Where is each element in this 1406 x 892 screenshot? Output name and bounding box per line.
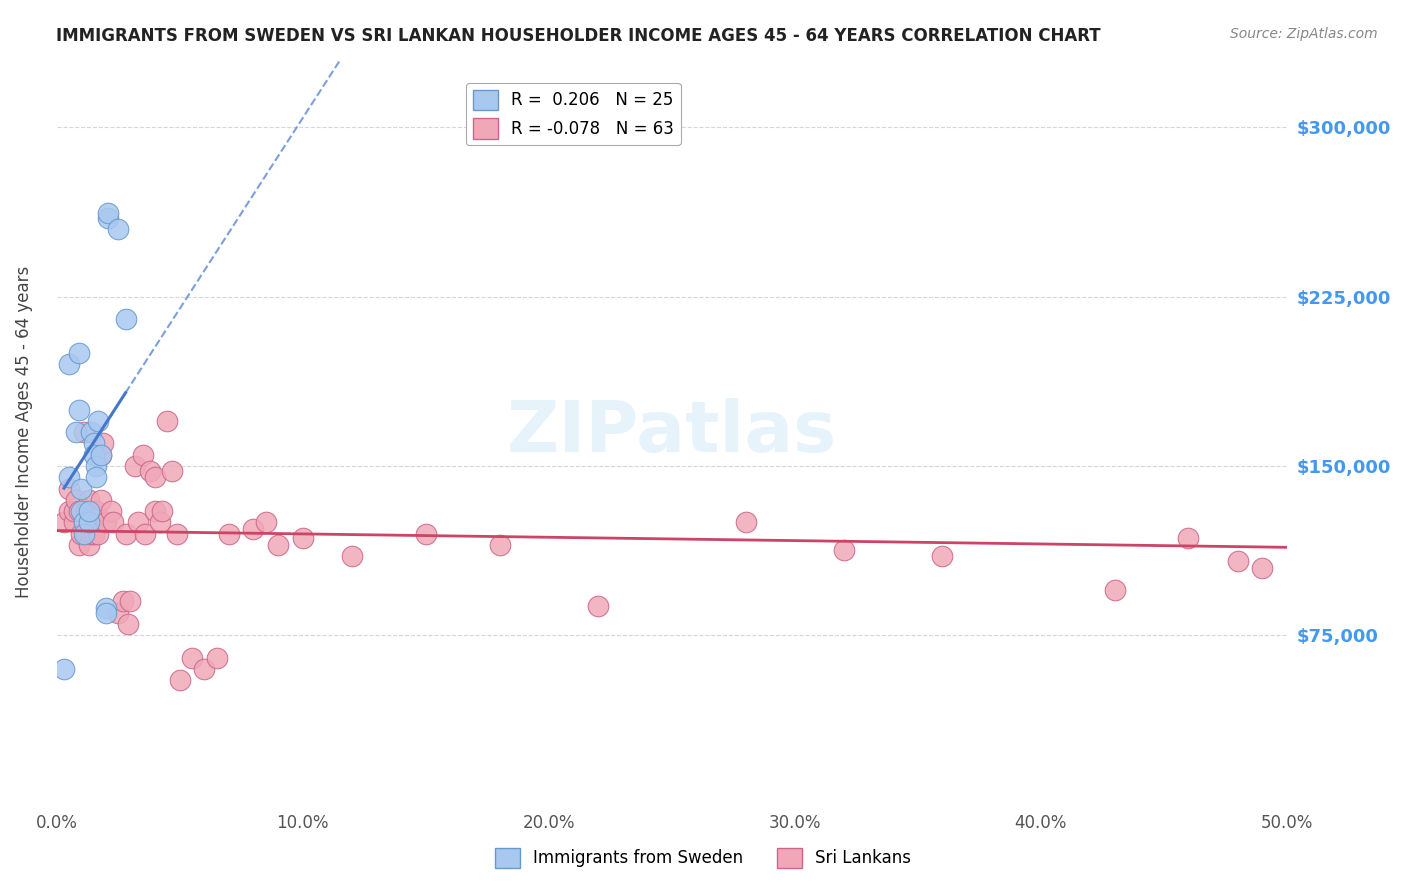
- Point: [488, 538, 510, 552]
- Point: [97, 211, 120, 225]
- Point: [267, 538, 290, 552]
- Point: [63, 504, 86, 518]
- Point: [193, 662, 215, 676]
- Point: [58, 504, 80, 518]
- Point: [70, 482, 93, 496]
- Point: [169, 673, 191, 688]
- Point: [77, 504, 100, 518]
- Point: [80, 425, 103, 439]
- Point: [80, 516, 103, 530]
- Point: [107, 222, 129, 236]
- Point: [166, 526, 188, 541]
- Point: [73, 516, 96, 530]
- Point: [67, 346, 90, 360]
- Point: [832, 542, 855, 557]
- Text: ZIPatlas: ZIPatlas: [506, 398, 837, 467]
- Y-axis label: Householder Income Ages 45 - 64 years: Householder Income Ages 45 - 64 years: [15, 266, 32, 599]
- Point: [53, 662, 76, 676]
- Point: [80, 526, 103, 541]
- Point: [586, 599, 609, 613]
- Point: [84, 504, 107, 518]
- Point: [127, 516, 149, 530]
- Point: [149, 516, 172, 530]
- Point: [139, 463, 162, 477]
- Point: [242, 522, 264, 536]
- Point: [143, 470, 166, 484]
- Point: [181, 651, 204, 665]
- Point: [77, 492, 100, 507]
- Point: [90, 448, 112, 462]
- Point: [87, 414, 110, 428]
- Point: [65, 492, 87, 507]
- Point: [107, 606, 129, 620]
- Point: [73, 425, 96, 439]
- Text: Source: ZipAtlas.com: Source: ZipAtlas.com: [1230, 27, 1378, 41]
- Point: [114, 526, 136, 541]
- Point: [75, 504, 97, 518]
- Point: [97, 206, 120, 220]
- Point: [63, 516, 86, 530]
- Point: [83, 448, 105, 462]
- Point: [1177, 531, 1199, 545]
- Point: [73, 526, 96, 541]
- Point: [162, 463, 184, 477]
- Legend: Immigrants from Sweden, Sri Lankans: Immigrants from Sweden, Sri Lankans: [488, 841, 918, 875]
- Point: [83, 526, 105, 541]
- Point: [70, 526, 93, 541]
- Point: [77, 538, 100, 552]
- Point: [84, 470, 107, 484]
- Point: [143, 504, 166, 518]
- Point: [67, 402, 90, 417]
- Point: [70, 504, 93, 518]
- Point: [84, 458, 107, 473]
- Point: [120, 594, 142, 608]
- Point: [77, 516, 100, 530]
- Point: [87, 526, 110, 541]
- Point: [94, 516, 117, 530]
- Point: [58, 470, 80, 484]
- Point: [58, 482, 80, 496]
- Point: [132, 448, 155, 462]
- Text: IMMIGRANTS FROM SWEDEN VS SRI LANKAN HOUSEHOLDER INCOME AGES 45 - 64 YEARS CORRE: IMMIGRANTS FROM SWEDEN VS SRI LANKAN HOU…: [56, 27, 1101, 45]
- Point: [415, 526, 437, 541]
- Point: [112, 594, 135, 608]
- Point: [90, 492, 112, 507]
- Point: [340, 549, 363, 564]
- Point: [205, 651, 228, 665]
- Point: [67, 504, 90, 518]
- Point: [218, 526, 240, 541]
- Point: [1251, 560, 1274, 574]
- Point: [117, 617, 139, 632]
- Point: [94, 601, 117, 615]
- Point: [93, 436, 115, 450]
- Point: [58, 358, 80, 372]
- Point: [90, 448, 112, 462]
- Point: [67, 538, 90, 552]
- Point: [134, 526, 156, 541]
- Point: [83, 436, 105, 450]
- Point: [254, 516, 277, 530]
- Legend: R =  0.206   N = 25, R = -0.078   N = 63: R = 0.206 N = 25, R = -0.078 N = 63: [465, 83, 681, 145]
- Point: [156, 414, 179, 428]
- Point: [114, 312, 136, 326]
- Point: [124, 458, 146, 473]
- Point: [65, 425, 87, 439]
- Point: [734, 516, 756, 530]
- Point: [103, 516, 125, 530]
- Point: [1226, 554, 1249, 568]
- Point: [931, 549, 953, 564]
- Point: [94, 606, 117, 620]
- Point: [83, 504, 105, 518]
- Point: [152, 504, 174, 518]
- Point: [75, 526, 97, 541]
- Point: [53, 516, 76, 530]
- Point: [1104, 583, 1126, 598]
- Point: [291, 531, 314, 545]
- Point: [100, 504, 122, 518]
